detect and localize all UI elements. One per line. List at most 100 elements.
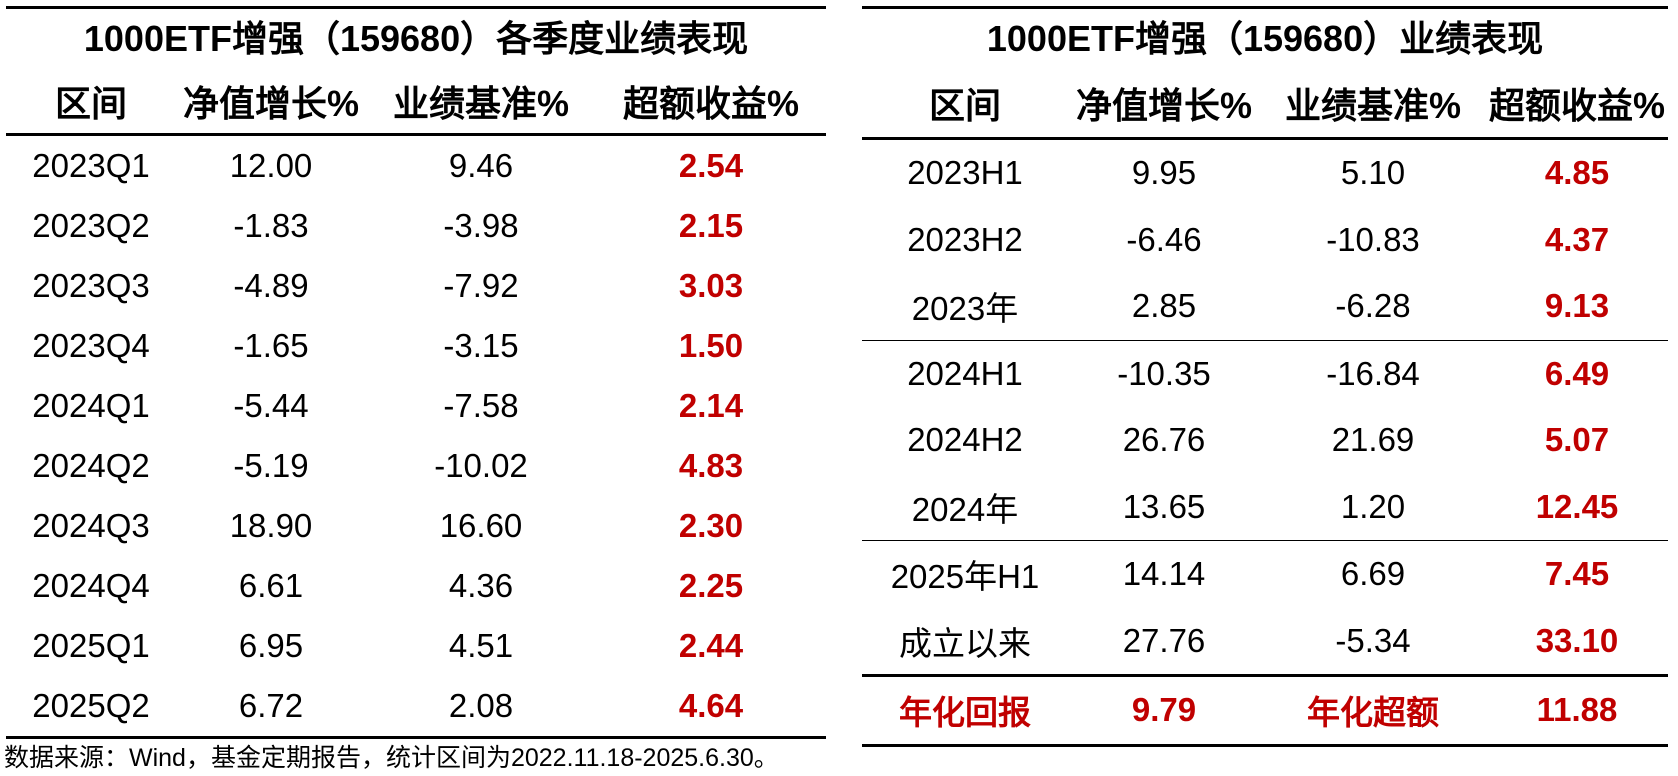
cell-period: 2023Q2 [32,207,150,244]
cell-nav-growth: -4.89 [233,267,309,304]
table-top-rule [6,6,826,9]
cell-period: 2024H1 [907,354,1023,392]
cell-nav-growth: 6.95 [238,627,304,664]
source-note: 数据来源：Wind，基金定期报告，统计区间为2022.11.18-2025.6.… [4,744,779,772]
cell-benchmark: 4.36 [448,567,514,604]
table-row: 2024H2 26.76 21.69 5.07 [862,407,1668,474]
col-header-excess-return: 超额收益% [1488,85,1665,126]
cell-nav-growth: 2.85 [1131,287,1197,325]
col-header-period: 区间 [54,83,127,124]
cell-excess-return: 12.45 [1535,487,1619,525]
cell-nav-growth: 12.00 [229,147,313,184]
col-header-excess-return: 超额收益% [622,83,799,124]
table-row: 成立以来 27.76 -5.34 33.10 [862,608,1668,675]
header-rule [862,137,1668,140]
cell-nav-growth: -10.35 [1117,354,1211,392]
table-row: 2024年 13.65 1.20 12.45 [862,474,1668,541]
cell-nav-growth: 9.95 [1131,154,1197,192]
col-header-period: 区间 [928,85,1001,126]
cell-benchmark: -7.58 [443,387,519,424]
cell-excess-return: 9.13 [1544,287,1610,325]
table-bottom-rule [862,743,1668,747]
cell-period: 成立以来 [899,624,1031,662]
header-row: 区间 净值增长% 业绩基准% 超额收益% [862,69,1668,137]
cell-nav-growth: 18.90 [229,507,313,544]
table-row: 2024H1 -10.35 -16.84 6.49 [862,341,1668,408]
cell-excess-return: 2.44 [678,627,744,664]
cell-period: 2024H2 [907,421,1023,459]
table-row: 2023Q1 12.00 9.46 2.54 [6,136,826,196]
table-top-rule [862,6,1668,9]
cell-nav-growth: -5.44 [233,387,309,424]
annualized-excess-value: 11.88 [1536,691,1618,729]
table-row: 2024Q4 6.61 4.36 2.25 [6,556,826,616]
table-row: 2023Q4 -1.65 -3.15 1.50 [6,316,826,376]
cell-nav-growth: 26.76 [1122,421,1206,459]
cell-period: 2023年 [911,290,1019,328]
cell-benchmark: -3.15 [443,327,519,364]
table-title: 1000ETF增强（159680）业绩表现 [986,18,1544,59]
table-bottom-rule [6,736,826,739]
cell-nav-growth: -1.83 [233,207,309,244]
cell-period: 2025Q2 [32,687,150,724]
cell-excess-return: 6.49 [1544,354,1610,392]
cell-benchmark: -16.84 [1326,354,1420,392]
cell-period: 2024Q1 [32,387,150,424]
cell-period: 2023H2 [907,220,1023,258]
cell-period: 2023Q1 [32,147,150,184]
table-row: 2023Q2 -1.83 -3.98 2.15 [6,196,826,256]
table-row: 2025Q2 6.72 2.08 4.64 [6,676,826,736]
cell-excess-return: 1.50 [678,327,744,364]
cell-nav-growth: 6.61 [238,567,304,604]
header-row: 区间 净值增长% 业绩基准% 超额收益% [6,69,826,133]
cell-benchmark: -10.02 [434,447,528,484]
annualized-return-label: 年化回报 [899,694,1031,732]
cell-nav-growth: 6.72 [238,687,304,724]
cell-period: 2024Q2 [32,447,150,484]
cell-benchmark: 21.69 [1331,421,1415,459]
cell-excess-return: 5.07 [1544,421,1610,459]
cell-excess-return: 4.64 [678,687,744,724]
table-body: 2023H1 9.95 5.10 4.85 2023H2 -6.46 -10.83 4.37 2… [862,140,1668,674]
cell-benchmark: -6.28 [1335,287,1411,325]
annualized-excess-label: 年化超额 [1307,694,1439,732]
cell-period: 2023H1 [907,154,1023,192]
cell-excess-return: 2.25 [678,567,744,604]
cell-benchmark: -7.92 [443,267,519,304]
cell-benchmark: 16.60 [439,507,523,544]
quarterly-performance-table: 1000ETF增强（159680）各季度业绩表现 区间 净值增长% 业绩基准% … [6,6,826,739]
table-row: 2024Q1 -5.44 -7.58 2.14 [6,376,826,436]
cell-benchmark: 4.51 [448,627,514,664]
summary-row: 年化回报 9.79 年化超额 11.88 [862,677,1668,744]
cell-benchmark: 6.69 [1340,555,1406,593]
group-divider [862,540,1668,541]
table-row: 2024Q2 -5.19 -10.02 4.83 [6,436,826,496]
cell-benchmark: 9.46 [448,147,514,184]
cell-excess-return: 3.03 [678,267,744,304]
cell-excess-return: 4.83 [678,447,744,484]
annualized-return-value: 9.79 [1131,691,1197,729]
group-divider [862,339,1668,341]
cell-period: 2024Q4 [32,567,150,604]
cell-benchmark: -3.98 [443,207,519,244]
col-header-nav-growth: 净值增长% [182,83,359,124]
table-row: 2023Q3 -4.89 -7.92 3.03 [6,256,826,316]
table-row: 2023H2 -6.46 -10.83 4.37 [862,207,1668,274]
period-performance-table: 1000ETF增强（159680）业绩表现 区间 净值增长% 业绩基准% 超额收… [862,6,1668,747]
cell-excess-return: 2.54 [678,147,744,184]
cell-excess-return: 33.10 [1535,621,1619,659]
col-header-benchmark: 业绩基准% [392,83,569,124]
col-header-benchmark: 业绩基准% [1284,85,1461,126]
cell-benchmark: 5.10 [1340,154,1406,192]
cell-period: 2023Q4 [32,327,150,364]
cell-benchmark: 1.20 [1340,487,1406,525]
table-row: 2024Q3 18.90 16.60 2.30 [6,496,826,556]
summary-rule [862,674,1668,677]
cell-nav-growth: 13.65 [1122,487,1206,525]
cell-benchmark: 2.08 [448,687,514,724]
cell-nav-growth: 27.76 [1122,621,1206,659]
cell-period: 2025Q1 [32,627,150,664]
table-title: 1000ETF增强（159680）各季度业绩表现 [83,18,749,59]
col-header-nav-growth: 净值增长% [1075,85,1252,126]
cell-period: 2023Q3 [32,267,150,304]
